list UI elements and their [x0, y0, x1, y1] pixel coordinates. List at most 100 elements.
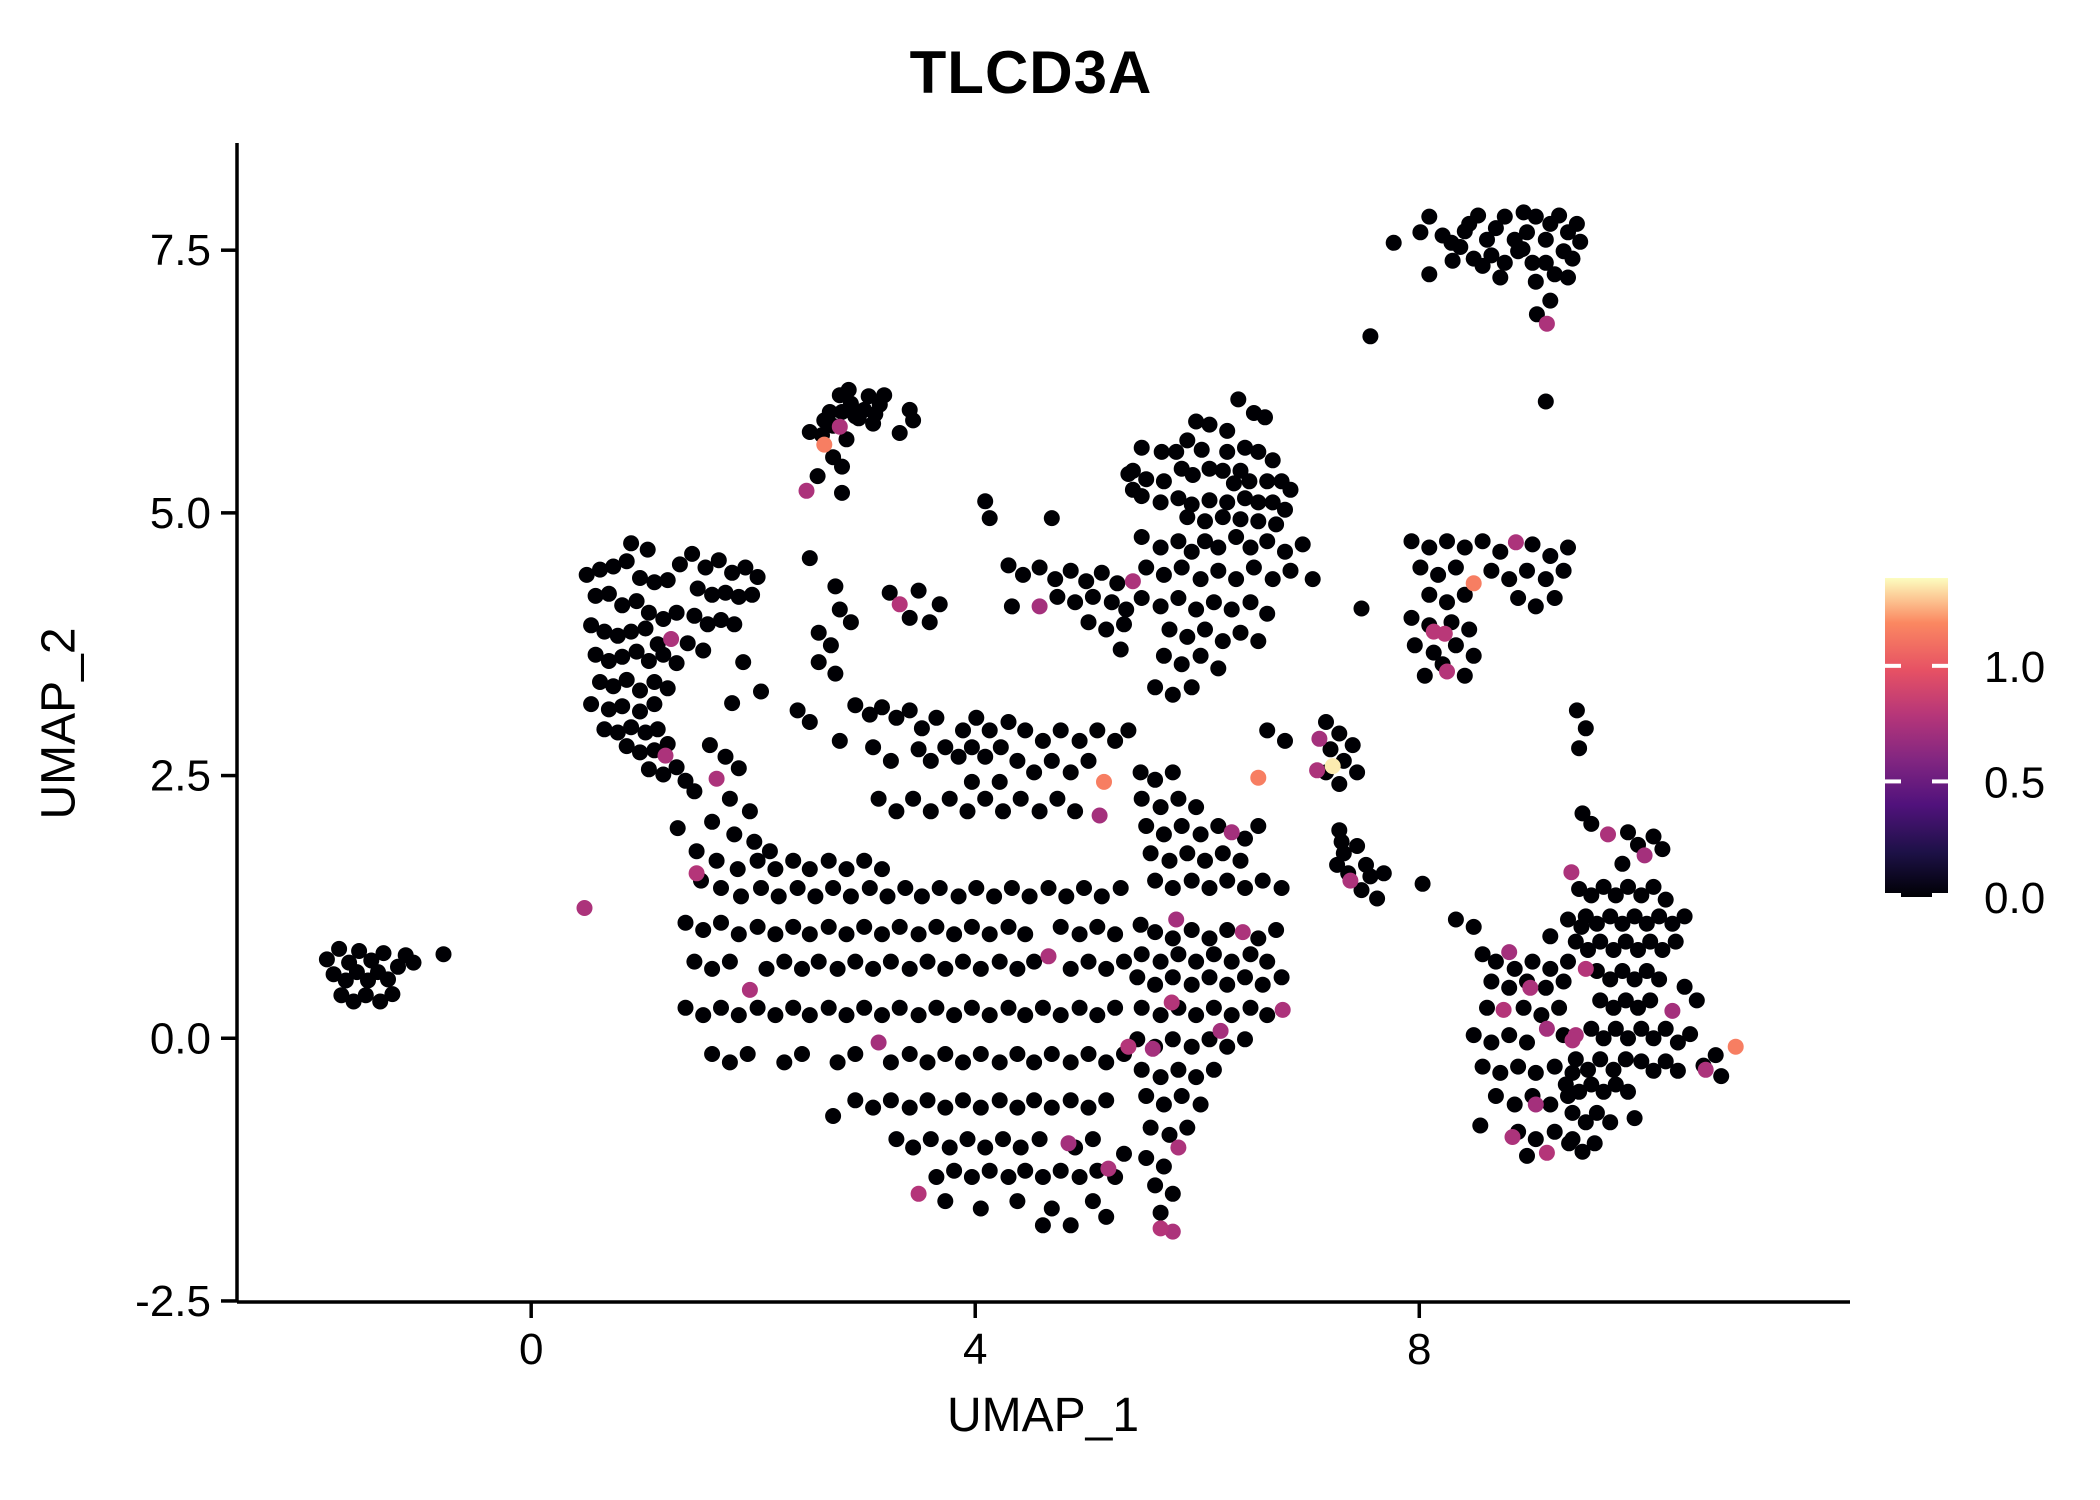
- y-tick-label: 2.5: [150, 752, 211, 801]
- data-point: [1605, 1061, 1622, 1078]
- data-point: [825, 880, 842, 896]
- data-point: [1062, 960, 1079, 977]
- data-point: [977, 790, 994, 807]
- data-point: [1107, 999, 1124, 1016]
- data-point: [1116, 616, 1132, 633]
- data-point: [1264, 452, 1281, 469]
- data-point: [1155, 647, 1172, 664]
- data-point: [1501, 1027, 1518, 1044]
- data-point: [840, 381, 857, 398]
- data-point: [1210, 818, 1227, 834]
- data-point: [1620, 878, 1636, 895]
- data-point: [1155, 826, 1172, 843]
- data-point-expressing: [1212, 1022, 1229, 1039]
- data-point: [937, 739, 954, 756]
- data-point: [1519, 562, 1535, 579]
- data-point: [905, 790, 922, 807]
- data-point: [1120, 722, 1137, 739]
- data-point: [1031, 803, 1048, 820]
- data-point: [1421, 539, 1438, 556]
- data-point: [1273, 969, 1290, 986]
- data-point-expressing: [1031, 598, 1048, 615]
- data-point: [1568, 702, 1585, 719]
- data-point: [1214, 509, 1231, 526]
- data-point: [1000, 557, 1017, 574]
- y-tick-label: 7.5: [150, 226, 211, 275]
- data-point: [1142, 845, 1159, 862]
- data-point: [1595, 878, 1612, 895]
- data-point: [1205, 946, 1222, 963]
- data-point: [659, 680, 676, 697]
- data-point: [708, 852, 725, 869]
- data-point: [623, 719, 640, 736]
- data-point: [785, 852, 802, 869]
- data-point: [1179, 432, 1196, 449]
- data-point: [1107, 926, 1124, 943]
- data-point: [1237, 1031, 1253, 1048]
- data-point: [1219, 872, 1236, 889]
- data-point-expressing: [1040, 948, 1057, 965]
- data-point: [623, 623, 640, 640]
- data-point: [1098, 1092, 1115, 1109]
- data-point: [1331, 725, 1348, 742]
- data-point: [820, 999, 837, 1016]
- data-point: [592, 561, 608, 578]
- data-point: [609, 627, 626, 644]
- data-point: [1031, 1131, 1048, 1148]
- data-point: [1574, 1143, 1591, 1160]
- data-point: [1009, 1046, 1026, 1062]
- data-point: [937, 960, 954, 977]
- data-point: [1560, 911, 1576, 928]
- data-point: [1528, 306, 1545, 323]
- data-point: [972, 1046, 989, 1062]
- data-point-expressing: [1223, 824, 1240, 841]
- data-point: [1514, 241, 1531, 258]
- data-point: [1043, 1099, 1060, 1116]
- data-point: [1183, 1038, 1200, 1055]
- data-point: [801, 550, 818, 567]
- data-point: [1183, 496, 1200, 513]
- data-point: [1192, 571, 1209, 588]
- data-point: [1651, 971, 1668, 988]
- data-point-expressing: [1636, 847, 1653, 864]
- data-point: [1223, 601, 1240, 618]
- data-point: [1277, 543, 1293, 560]
- data-point: [1546, 1058, 1563, 1075]
- data-point: [919, 953, 936, 970]
- data-point: [1017, 722, 1034, 739]
- data-point: [1592, 1051, 1609, 1068]
- data-point: [913, 720, 930, 737]
- data-point: [1043, 1200, 1060, 1217]
- data-point: [1519, 1147, 1535, 1164]
- data-point: [686, 783, 703, 800]
- data-point: [333, 987, 350, 1004]
- data-point: [1242, 539, 1259, 556]
- data-point: [1645, 1030, 1662, 1047]
- data-point-expressing: [1096, 773, 1112, 790]
- data-point: [1164, 764, 1181, 781]
- data-point: [1542, 960, 1559, 977]
- data-point: [928, 1169, 945, 1185]
- data-point: [1026, 1092, 1043, 1109]
- data-point: [1219, 494, 1236, 511]
- data-point: [829, 960, 846, 977]
- data-point: [1250, 443, 1267, 460]
- data-point: [1546, 1123, 1563, 1140]
- data-point: [735, 654, 752, 671]
- data-point: [776, 953, 793, 970]
- data-point: [1138, 1150, 1155, 1166]
- data-point-expressing: [1168, 911, 1185, 928]
- data-point: [1524, 536, 1541, 553]
- data-point: [721, 953, 738, 970]
- data-point: [713, 612, 729, 628]
- data-point: [1630, 999, 1646, 1016]
- data-point: [1152, 598, 1169, 615]
- data-point: [963, 999, 980, 1016]
- data-point: [1318, 714, 1334, 730]
- data-point: [1586, 1135, 1603, 1152]
- data-point: [1089, 918, 1106, 935]
- data-point: [1571, 881, 1588, 897]
- data-point: [1142, 1119, 1159, 1136]
- data-point: [605, 678, 622, 695]
- data-point-expressing: [1144, 1040, 1161, 1057]
